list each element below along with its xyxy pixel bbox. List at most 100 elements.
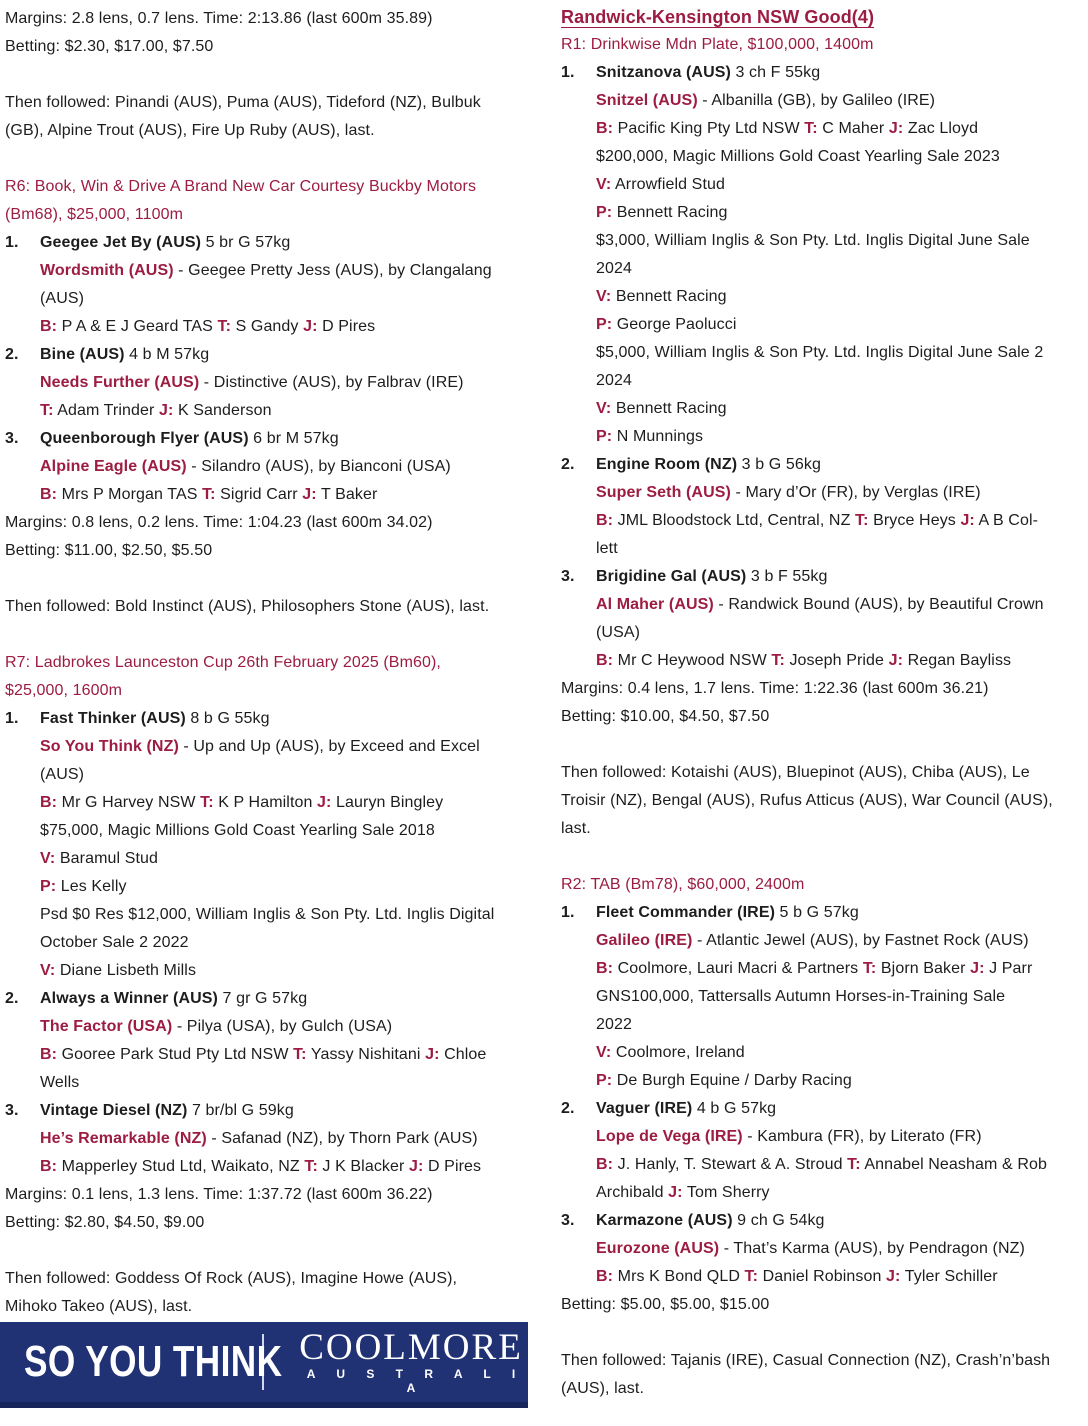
text-run: Super Seth (AUS)	[596, 484, 731, 501]
text-run: T:	[304, 1158, 318, 1175]
text-run: Tyler Schiller	[900, 1268, 998, 1285]
text-run: Mrs K Bond QLD	[613, 1268, 745, 1285]
text-run: J:	[888, 120, 904, 137]
text-run: Pacific King Pty Ltd NSW	[613, 120, 805, 137]
text-line: Margins: 0.4 lens, 1.7 lens. Time: 1:22.…	[561, 675, 1088, 703]
text-run: J:	[970, 960, 985, 977]
entry-number: 2.	[561, 1100, 575, 1117]
entry-number: 1.	[5, 710, 19, 727]
text-line: Margins: 2.8 lens, 0.7 lens. Time: 2:13.…	[5, 5, 526, 33]
text-run: Betting: $2.80, $4.50, $9.00	[5, 1214, 205, 1231]
text-run: T:	[200, 794, 214, 811]
text-run: (AUS)	[40, 290, 85, 307]
text-run: P A & E J Geard TAS	[57, 318, 218, 335]
text-run: JML Bloodstock Ltd, Central, NZ	[613, 512, 856, 529]
text-line: 2. Bine (AUS) 4 b M 57kg	[5, 341, 526, 369]
text-run: 3 ch F 55kg	[730, 64, 821, 81]
entry-number: 1.	[561, 904, 575, 921]
text-line: B: J. Hanly, T. Stewart & A. Stroud T: A…	[561, 1151, 1088, 1179]
text-run: A B Col-	[974, 512, 1039, 529]
blank-line	[561, 731, 1088, 759]
text-run: 6 br M 57kg	[248, 430, 339, 447]
text-run: J:	[668, 1184, 683, 1201]
text-run: Margins: 0.8 lens, 0.2 lens. Time: 1:04.…	[5, 514, 433, 531]
text-run: - Silandro (AUS), by Bianconi (USA)	[186, 458, 451, 475]
text-run: Margins: 2.8 lens, 0.7 lens. Time: 2:13.…	[5, 10, 433, 27]
text-run: Chloe	[439, 1046, 487, 1063]
text-run: K Sanderson	[173, 402, 272, 419]
text-line: B: Mrs K Bond QLD T: Daniel Robinson J: …	[561, 1263, 1088, 1291]
text-line: (AUS)	[5, 285, 526, 313]
text-run: - Atlantic Jewel (AUS), by Fastnet Rock …	[692, 932, 1029, 949]
text-run: Betting: $2.30, $17.00, $7.50	[5, 38, 214, 55]
blank-line	[561, 1319, 1088, 1347]
text-run: Fleet Commander (IRE)	[596, 904, 776, 921]
text-run: 9 ch G 54kg	[732, 1212, 825, 1229]
text-line: Alpine Eagle (AUS) - Silandro (AUS), by …	[5, 453, 526, 481]
text-run: Then followed: Goddess Of Rock (AUS), Im…	[5, 1270, 458, 1287]
text-line: 1. Fleet Commander (IRE) 5 b G 57kg	[561, 899, 1088, 927]
text-run: Baramul Stud	[55, 850, 159, 867]
text-line: (Bm68), $25,000, 1100m	[5, 201, 526, 229]
text-run: T:	[202, 486, 216, 503]
text-run: V:	[40, 962, 56, 979]
text-line: V: Bennett Racing	[561, 283, 1088, 311]
text-run: B:	[596, 652, 614, 669]
blank-line	[5, 61, 526, 89]
text-line: 1. Geegee Jet By (AUS) 5 br G 57kg	[5, 229, 526, 257]
text-run: B:	[596, 120, 614, 137]
text-run: J:	[303, 318, 318, 335]
text-run: B:	[40, 318, 58, 335]
text-line: B: JML Bloodstock Ltd, Central, NZ T: Br…	[561, 507, 1088, 535]
text-run: Needs Further (AUS)	[40, 374, 200, 391]
text-line: Super Seth (AUS) - Mary d’Or (FR), by Ve…	[561, 479, 1088, 507]
text-line: Betting: $11.00, $2.50, $5.50	[5, 537, 526, 565]
text-run: T:	[855, 512, 869, 529]
text-run: Geegee Jet By (AUS)	[40, 234, 202, 251]
text-run: Mrs P Morgan TAS	[57, 486, 203, 503]
text-run: Fast Thinker (AUS)	[40, 710, 186, 727]
text-run: Randwick-Kensington NSW Good(4)	[561, 7, 875, 27]
text-run: GNS100,000, Tattersalls Autumn Horses-in…	[596, 988, 1006, 1005]
text-line: V: Diane Lisbeth Mills	[5, 957, 526, 985]
text-run: So You Think (NZ)	[40, 738, 179, 755]
text-run: Troisir (NZ), Bengal (AUS), Rufus Atticu…	[561, 792, 1053, 809]
text-line: V: Coolmore, Ireland	[561, 1039, 1088, 1067]
text-line: Then followed: Tajanis (IRE), Casual Con…	[561, 1347, 1088, 1375]
text-line: V: Arrowfield Stud	[561, 171, 1088, 199]
text-line: Wordsmith (AUS) - Geegee Pretty Jess (AU…	[5, 257, 526, 285]
text-run: $3,000, William Inglis & Son Pty. Ltd. I…	[596, 232, 1030, 249]
text-run: Regan Bayliss	[903, 652, 1012, 669]
text-run: - Safanad (NZ), by Thorn Park (AUS)	[206, 1130, 478, 1147]
text-run: (AUS), last.	[561, 1380, 644, 1397]
entry-number: 3.	[561, 1212, 575, 1229]
text-run: 2024	[596, 372, 632, 389]
text-line: R2: TAB (Bm78), $60,000, 2400m	[561, 871, 1088, 899]
text-line: $3,000, William Inglis & Son Pty. Ltd. I…	[561, 227, 1088, 255]
text-line: B: Mr C Heywood NSW T: Joseph Pride J: R…	[561, 647, 1088, 675]
entry-number: 2.	[5, 990, 19, 1007]
text-run: Margins: 0.1 lens, 1.3 lens. Time: 1:37.…	[5, 1186, 433, 1203]
text-line: 2. Vaguer (IRE) 4 b G 57kg	[561, 1095, 1088, 1123]
text-run: He’s Remarkable (NZ)	[40, 1130, 207, 1147]
text-line: Betting: $5.00, $5.00, $15.00	[561, 1291, 1088, 1319]
text-run: T:	[804, 120, 818, 137]
text-line: Randwick-Kensington NSW Good(4)	[561, 3, 1088, 31]
text-run: T Baker	[316, 486, 378, 503]
entry-number: 3.	[5, 430, 19, 447]
text-run: Bine (AUS)	[40, 346, 125, 363]
text-run: T:	[771, 652, 785, 669]
text-run: - Mary d’Or (FR), by Verglas (IRE)	[730, 484, 981, 501]
text-line: Margins: 0.1 lens, 1.3 lens. Time: 1:37.…	[5, 1181, 526, 1209]
text-run: Bennett Racing	[612, 204, 728, 221]
text-run: - Geegee Pretty Jess (AUS), by Clangalan…	[173, 262, 492, 279]
text-run: J:	[425, 1046, 440, 1063]
entry-number: 1.	[5, 234, 19, 251]
text-line: last.	[561, 815, 1088, 843]
text-run: J K Blacker	[317, 1158, 409, 1175]
sponsor-banner: SO YOU THINK COOLMORE A U S T R A L I A	[0, 1322, 528, 1408]
text-run: Lauryn Bingley	[331, 794, 444, 811]
text-run: Diane Lisbeth Mills	[55, 962, 197, 979]
text-run: V:	[596, 1044, 612, 1061]
